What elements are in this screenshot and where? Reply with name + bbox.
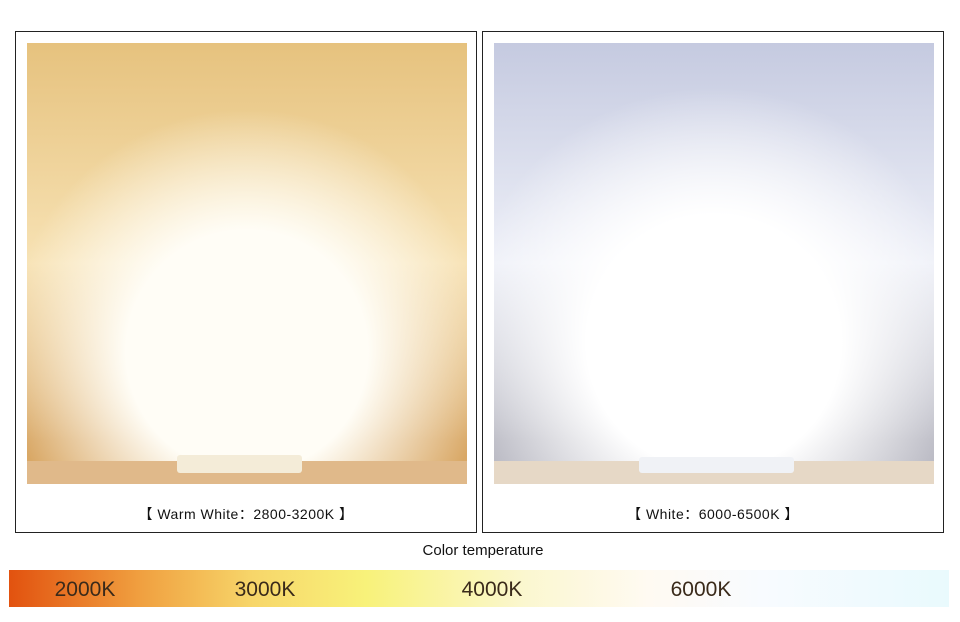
panel: 【 Warm White：2800-3200K 】 bbox=[15, 31, 477, 533]
scale-label: 6000K bbox=[670, 578, 732, 601]
scale-label: 4000K bbox=[461, 578, 523, 601]
scale-label: 3000K bbox=[234, 578, 296, 601]
caption: 【 White：6000-6500K 】 bbox=[627, 506, 799, 522]
warm-photo bbox=[27, 43, 467, 484]
color-temperature-bar: 2000K 3000K 4000K 6000K bbox=[9, 570, 949, 607]
scale-label: 2000K bbox=[54, 578, 116, 601]
scale-title: Color temperature bbox=[422, 542, 544, 559]
white-photo bbox=[494, 43, 934, 484]
caption: 【 Warm White：2800-3200K 】 bbox=[138, 506, 354, 522]
panel: 【 White：6000-6500K 】 bbox=[482, 31, 944, 533]
